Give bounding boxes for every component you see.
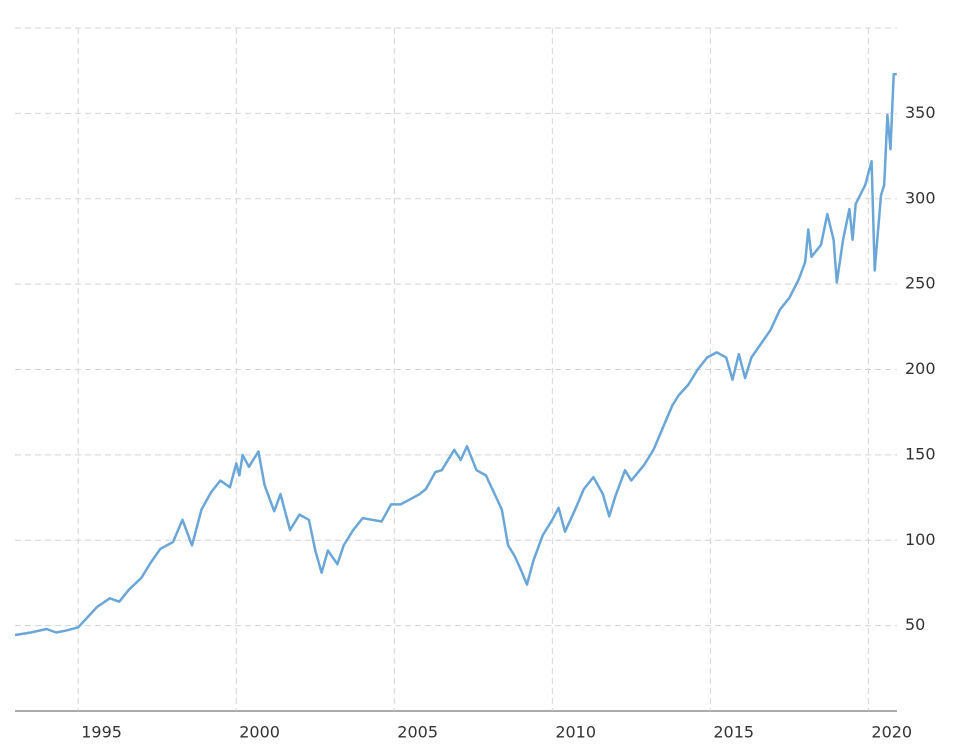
y-tick-label: 350	[905, 103, 936, 122]
y-tick-label: 300	[905, 188, 936, 207]
x-tick-label: 2000	[239, 723, 280, 742]
y-tick-label: 250	[905, 274, 936, 293]
x-tick-label: 2005	[397, 723, 438, 742]
y-tick-label: 50	[905, 615, 925, 634]
y-tick-label: 100	[905, 530, 936, 549]
data-line	[14, 72, 897, 637]
x-tick-label: 1995	[81, 723, 122, 742]
x-tick-label: 2015	[713, 723, 754, 742]
y-tick-label: 150	[905, 444, 936, 463]
x-tick-label: 2020	[871, 723, 912, 742]
x-tick-label: 2010	[555, 723, 596, 742]
y-tick-label: 200	[905, 359, 936, 378]
